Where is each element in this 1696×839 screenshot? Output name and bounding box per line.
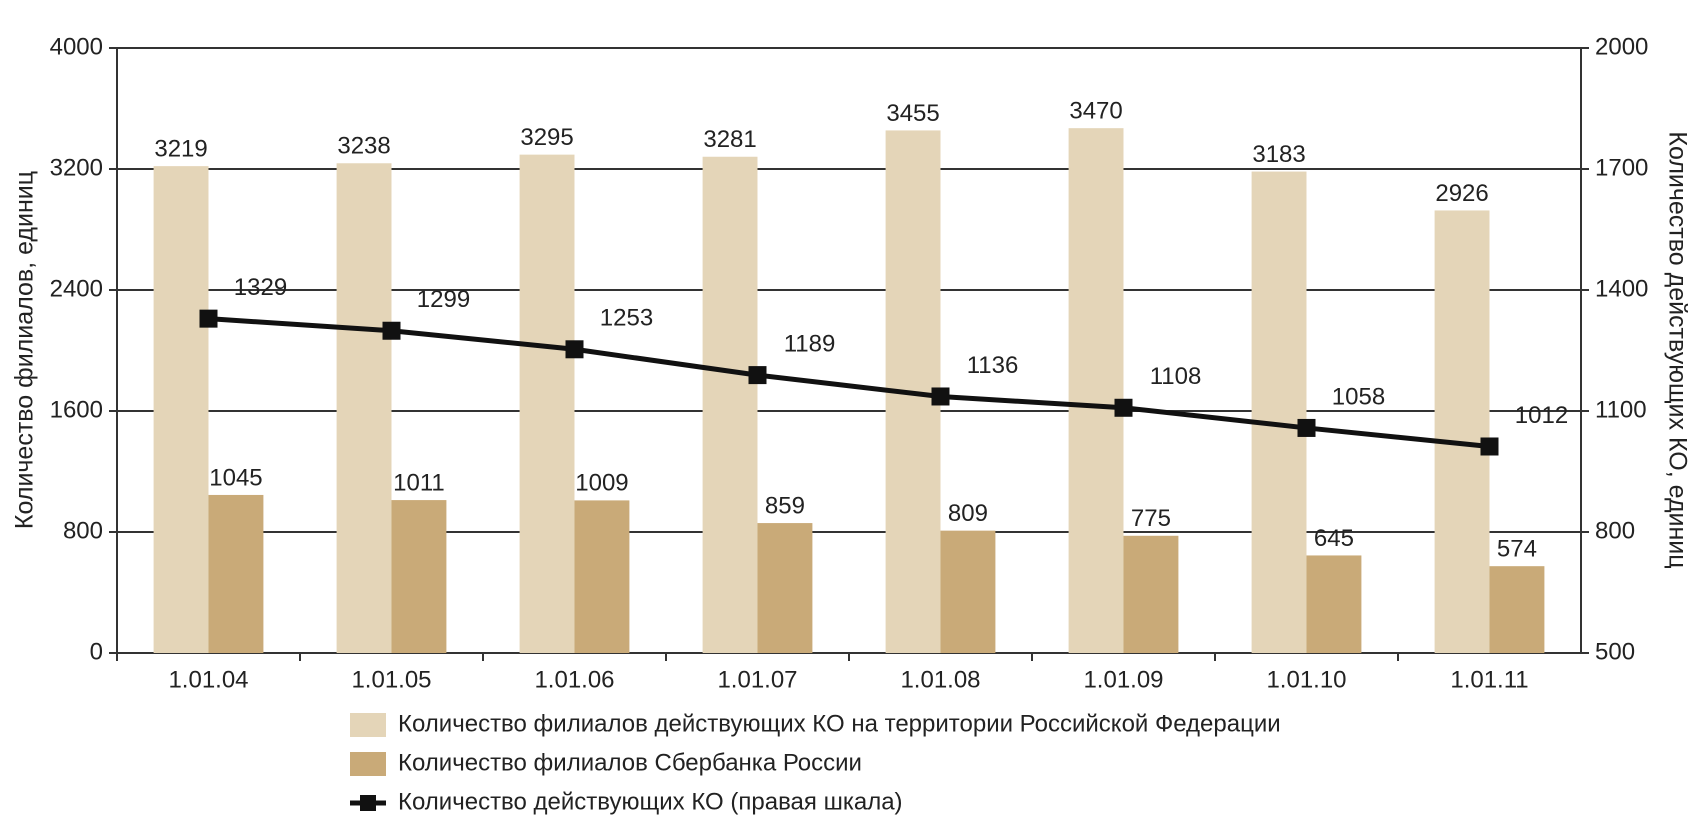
y2-tick-label: 1700 — [1595, 154, 1648, 181]
line-marker — [1297, 418, 1316, 437]
data-label: 3281 — [703, 126, 756, 153]
y-tick-label: 4000 — [50, 33, 103, 60]
x-tick-label: 1.01.06 — [534, 666, 614, 693]
x-tick-label: 1.01.04 — [168, 666, 248, 693]
x-tick-label: 1.01.07 — [717, 666, 797, 693]
data-label: 574 — [1497, 536, 1537, 563]
x-tick-label: 1.01.08 — [900, 666, 980, 693]
line-marker — [748, 366, 767, 385]
data-label: 3470 — [1069, 98, 1122, 125]
data-label: 3295 — [520, 124, 573, 151]
bar — [702, 156, 758, 653]
bar — [391, 500, 447, 653]
bar — [1251, 171, 1307, 654]
y-tick-label: 800 — [63, 517, 103, 544]
y-axis-label: Количество филиалов, единиц — [11, 171, 39, 529]
data-label: 1012 — [1515, 402, 1568, 429]
y2-tick-label: 1100 — [1595, 396, 1647, 423]
data-label: 2926 — [1435, 180, 1488, 207]
data-label: 1189 — [784, 330, 836, 357]
y2-axis-label: Количество действующих КО, единиц — [1663, 131, 1691, 568]
data-label: 1009 — [575, 470, 628, 497]
y-tick-label: 2400 — [50, 275, 103, 302]
y2-tick-label: 1400 — [1595, 275, 1648, 302]
bar — [1123, 535, 1179, 653]
data-label: 1011 — [393, 469, 445, 496]
line-marker — [382, 321, 401, 340]
data-label: 3219 — [154, 135, 207, 162]
data-label: 3455 — [886, 100, 939, 127]
legend-swatch — [350, 713, 386, 737]
legend-swatch — [350, 752, 386, 776]
bar — [940, 530, 996, 653]
legend-label: Количество филиалов действующих КО на те… — [398, 710, 1281, 737]
data-label: 1329 — [234, 274, 287, 301]
data-label: 809 — [948, 500, 988, 527]
line-marker — [199, 309, 218, 328]
y-tick-label: 3200 — [50, 154, 103, 181]
data-label: 645 — [1314, 525, 1354, 552]
x-tick-label: 1.01.09 — [1083, 666, 1163, 693]
y2-tick-label: 800 — [1595, 517, 1635, 544]
bar — [757, 523, 813, 653]
bar — [336, 163, 392, 653]
data-label: 1299 — [417, 286, 470, 313]
bar — [153, 166, 209, 653]
data-label: 1136 — [967, 352, 1019, 379]
bar — [574, 500, 630, 653]
x-tick-label: 1.01.11 — [1450, 666, 1528, 693]
legend-label: Количество филиалов Сбербанка России — [398, 749, 862, 776]
data-label: 859 — [765, 492, 805, 519]
data-label: 1108 — [1150, 363, 1202, 390]
line-marker — [1480, 437, 1499, 456]
data-label: 1058 — [1332, 383, 1385, 410]
line-marker — [565, 340, 584, 359]
data-label: 1253 — [600, 305, 653, 332]
x-tick-label: 1.01.05 — [351, 666, 431, 693]
y-tick-label: 1600 — [50, 396, 103, 423]
y2-tick-label: 2000 — [1595, 33, 1648, 60]
data-label: 1045 — [209, 464, 262, 491]
data-label: 775 — [1131, 505, 1171, 532]
legend-swatch — [360, 795, 376, 811]
x-tick-label: 1.01.10 — [1266, 666, 1346, 693]
y2-tick-label: 500 — [1595, 638, 1635, 665]
line — [208, 316, 1490, 449]
line-marker — [931, 387, 950, 406]
legend-label: Количество действующих КО (правая шкала) — [398, 788, 903, 815]
bar — [208, 494, 264, 653]
bar — [1306, 555, 1362, 653]
line-marker — [1114, 398, 1133, 417]
data-label: 3183 — [1252, 141, 1305, 168]
data-label: 3238 — [337, 133, 390, 160]
bar — [1068, 128, 1124, 654]
bar — [519, 154, 575, 653]
y-tick-label: 0 — [90, 638, 103, 665]
bar — [1434, 210, 1490, 653]
bar — [1489, 566, 1545, 653]
